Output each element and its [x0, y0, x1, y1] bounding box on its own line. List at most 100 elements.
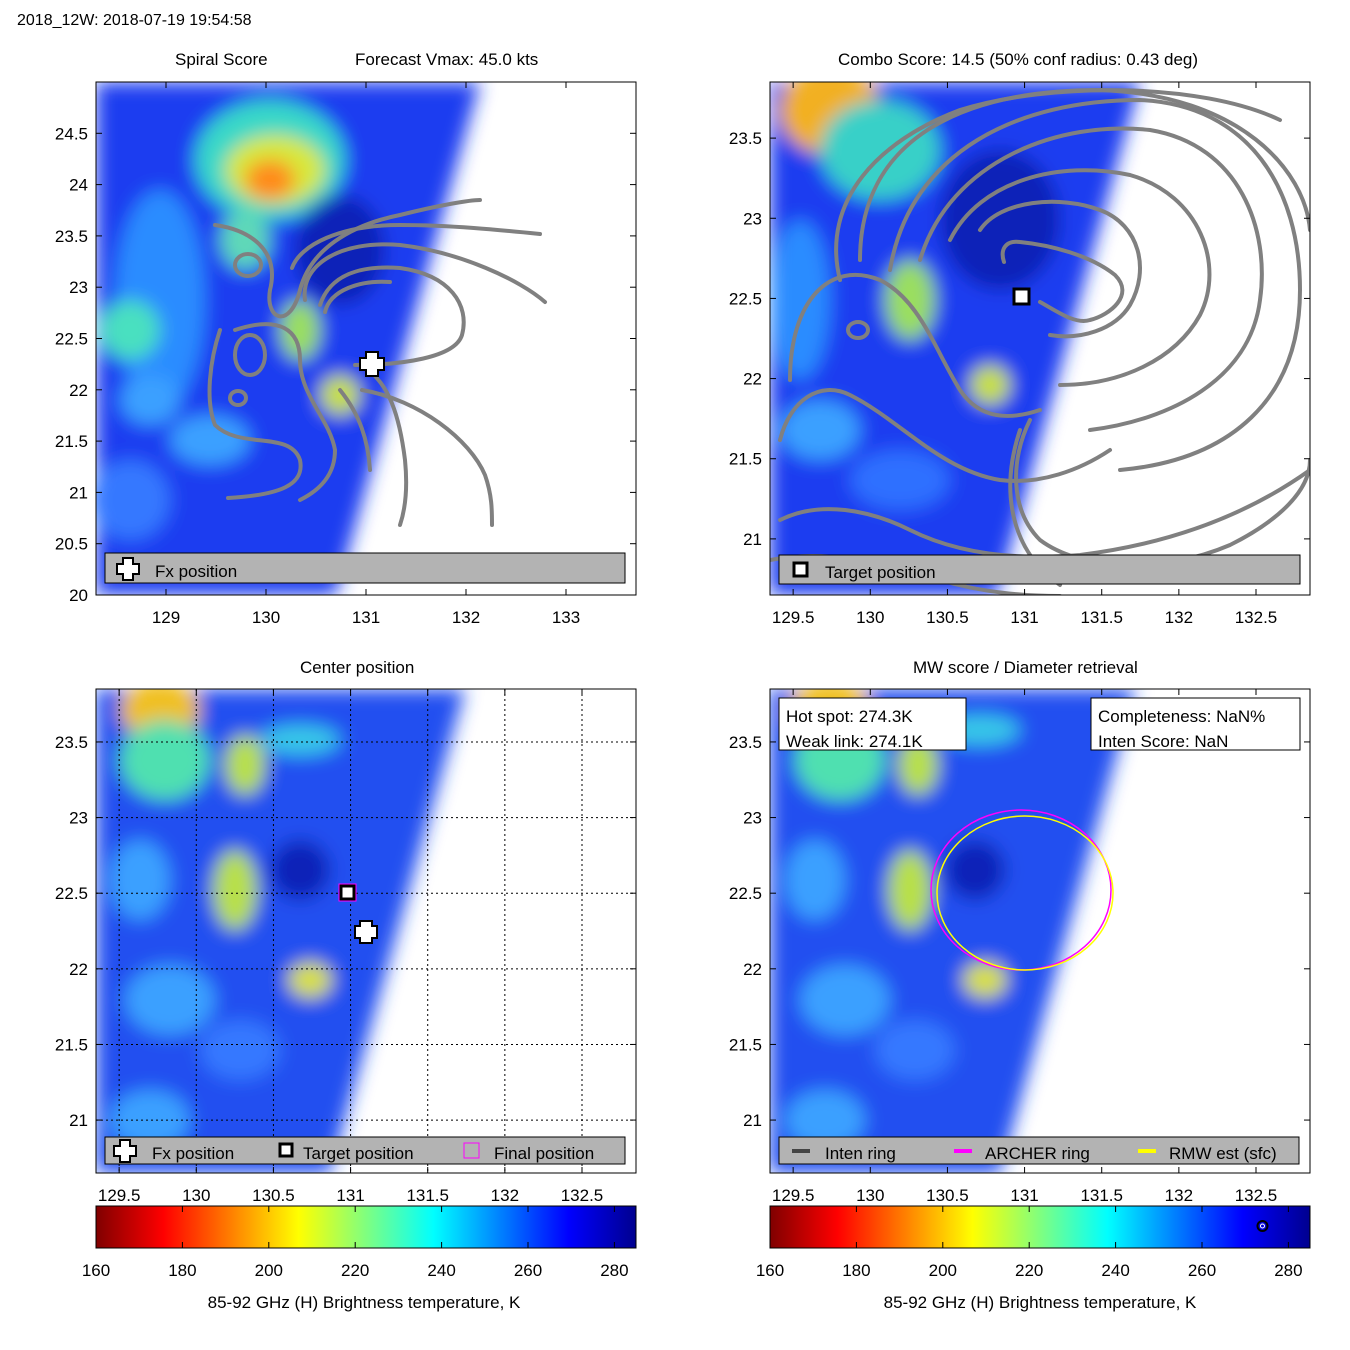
x-tick-label: 132.5	[1235, 608, 1278, 627]
center-grid	[96, 689, 636, 1173]
y-tick-label: 23.5	[729, 733, 762, 752]
mw-heatmap	[770, 689, 1135, 1173]
colorbar-tick-label: 180	[842, 1261, 870, 1280]
x-tick-label: 131	[1010, 1186, 1038, 1205]
center-legend: Fx position Target position Final positi…	[104, 1136, 626, 1165]
y-tick-label: 23.5	[55, 733, 88, 752]
mw-info-boxes: Hot spot: 274.3K Weak link: 274.1K Compl…	[778, 697, 1301, 751]
x-tick-label: 131.5	[1080, 608, 1123, 627]
x-tick-label: 132	[452, 608, 480, 627]
y-tick-label: 21	[743, 1111, 762, 1130]
colorbar-tick-label: 180	[168, 1261, 196, 1280]
y-tick-label: 22	[69, 960, 88, 979]
x-tick-label: 130	[182, 1186, 210, 1205]
x-tick-label: 130.5	[252, 1186, 295, 1205]
y-tick-label: 22.5	[55, 330, 88, 349]
spiral-panel	[96, 82, 547, 595]
combo-legend-target: Target position	[825, 563, 936, 582]
center-legend-final: Final position	[494, 1144, 594, 1163]
y-tick-label: 23.5	[729, 129, 762, 148]
y-tick-label: 22.5	[729, 884, 762, 903]
colorbar-tick-label: 200	[255, 1261, 283, 1280]
x-tick-label: 130.5	[926, 1186, 969, 1205]
x-tick-label: 130	[856, 608, 884, 627]
center-ticks: 129.5 130 130.5 131 131.5 132 132.5 23.5 23 22.5 2…	[55, 689, 636, 1205]
x-tick-label: 129	[152, 608, 180, 627]
x-tick-label: 131	[336, 1186, 364, 1205]
final-square-icon	[463, 1142, 480, 1159]
mw-title: MW score / Diameter retrieval	[913, 658, 1138, 677]
colorbar-tick-label: 280	[1274, 1261, 1302, 1280]
y-tick-label: 21	[743, 530, 762, 549]
combo-ticks: 129.5 130 130.5 131 131.5 132 132.5 23.5 23 22.5 2…	[729, 82, 1310, 627]
mw-legend-rmw: RMW est (sfc)	[1169, 1144, 1277, 1163]
y-tick-label: 23.5	[55, 227, 88, 246]
y-tick-label: 22	[69, 381, 88, 400]
fx-cross-icon	[113, 1139, 137, 1163]
x-tick-label: 130.5	[926, 608, 969, 627]
colorbar-tick-label: 220	[341, 1261, 369, 1280]
spiral-heatmap	[96, 82, 480, 595]
colorbar-left: 160 180 200 220 240 260 280 85-92 GHz (H) Brig…	[82, 1205, 637, 1312]
y-tick-label: 22.5	[55, 884, 88, 903]
center-axes-box	[95, 688, 637, 1174]
y-tick-label: 21.5	[729, 450, 762, 469]
spiral-contours	[207, 198, 547, 527]
colorbar-right-label: 85-92 GHz (H) Brightness temperature, K	[884, 1293, 1197, 1312]
x-tick-label: 130	[252, 608, 280, 627]
y-tick-label: 23	[743, 209, 762, 228]
colorbar-marker	[1256, 1220, 1269, 1232]
combo-heatmap	[770, 82, 1140, 595]
center-title: Center position	[300, 658, 415, 677]
y-tick-label: 23	[69, 278, 88, 297]
x-tick-label: 131.5	[1080, 1186, 1123, 1205]
mw-legend-inten: Inten ring	[825, 1144, 896, 1163]
colorbar-tick-label: 220	[1015, 1261, 1043, 1280]
target-square-icon	[792, 561, 809, 578]
spiral-legend-fx: Fx position	[155, 562, 237, 581]
rmw-ring	[936, 815, 1114, 971]
y-tick-label: 21.5	[55, 432, 88, 451]
combo-axes-box	[769, 81, 1311, 596]
center-heatmap	[96, 689, 465, 1173]
x-tick-label: 129.5	[772, 1186, 815, 1205]
spiral-legend: Fx position	[104, 552, 626, 584]
x-tick-label: 129.5	[772, 608, 815, 627]
y-tick-label: 21.5	[729, 1035, 762, 1054]
combo-legend: Target position	[778, 554, 1301, 585]
completeness-text: Completeness: NaN%	[1098, 707, 1265, 726]
spiral-title: Spiral Score	[175, 50, 268, 69]
colorbar-tick-label: 260	[514, 1261, 542, 1280]
colorbar-tick-label: 240	[1101, 1261, 1129, 1280]
spiral-fx-marker	[359, 351, 385, 377]
fx-cross-icon	[116, 557, 140, 581]
y-tick-label: 24.5	[55, 124, 88, 143]
y-tick-label: 22	[743, 370, 762, 389]
colorbar-tick-label: 160	[82, 1261, 110, 1280]
y-tick-label: 23	[743, 809, 762, 828]
colorbar-right: 160 180 200 220 240 260 280 85-92 GHz (H) Brig…	[756, 1205, 1311, 1312]
y-tick-label: 22	[743, 960, 762, 979]
colorbar-tick-label: 280	[600, 1261, 628, 1280]
x-tick-label: 132	[491, 1186, 519, 1205]
y-tick-label: 20.5	[55, 535, 88, 554]
colorbar-tick-label: 260	[1188, 1261, 1216, 1280]
colorbar-tick-label: 240	[427, 1261, 455, 1280]
x-tick-label: 131	[1010, 608, 1038, 627]
y-tick-label: 20	[69, 586, 88, 605]
weak-link-text: Weak link: 274.1K	[786, 732, 923, 751]
x-tick-label: 131.5	[406, 1186, 449, 1205]
colorbar-tick-label: 160	[756, 1261, 784, 1280]
spiral-ticks: 129 130 131 132 133 24.5 24 23.5 23 22.5 22 21.5 21 2…	[55, 82, 636, 627]
x-tick-label: 132.5	[561, 1186, 604, 1205]
colorbar-tick-label: 200	[929, 1261, 957, 1280]
combo-title: Combo Score: 14.5 (50% conf radius: 0.43…	[838, 50, 1199, 69]
mw-legend: Inten ring ARCHER ring RMW est (sfc)	[778, 1136, 1300, 1165]
y-tick-label: 21.5	[55, 1035, 88, 1054]
center-legend-fx: Fx position	[152, 1144, 234, 1163]
combo-target-marker	[1012, 287, 1031, 306]
combo-panel	[770, 82, 1310, 595]
mw-legend-archer: ARCHER ring	[985, 1144, 1090, 1163]
x-tick-label: 130	[856, 1186, 884, 1205]
